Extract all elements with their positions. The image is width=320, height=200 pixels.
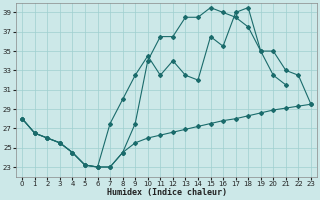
X-axis label: Humidex (Indice chaleur): Humidex (Indice chaleur): [107, 188, 227, 197]
